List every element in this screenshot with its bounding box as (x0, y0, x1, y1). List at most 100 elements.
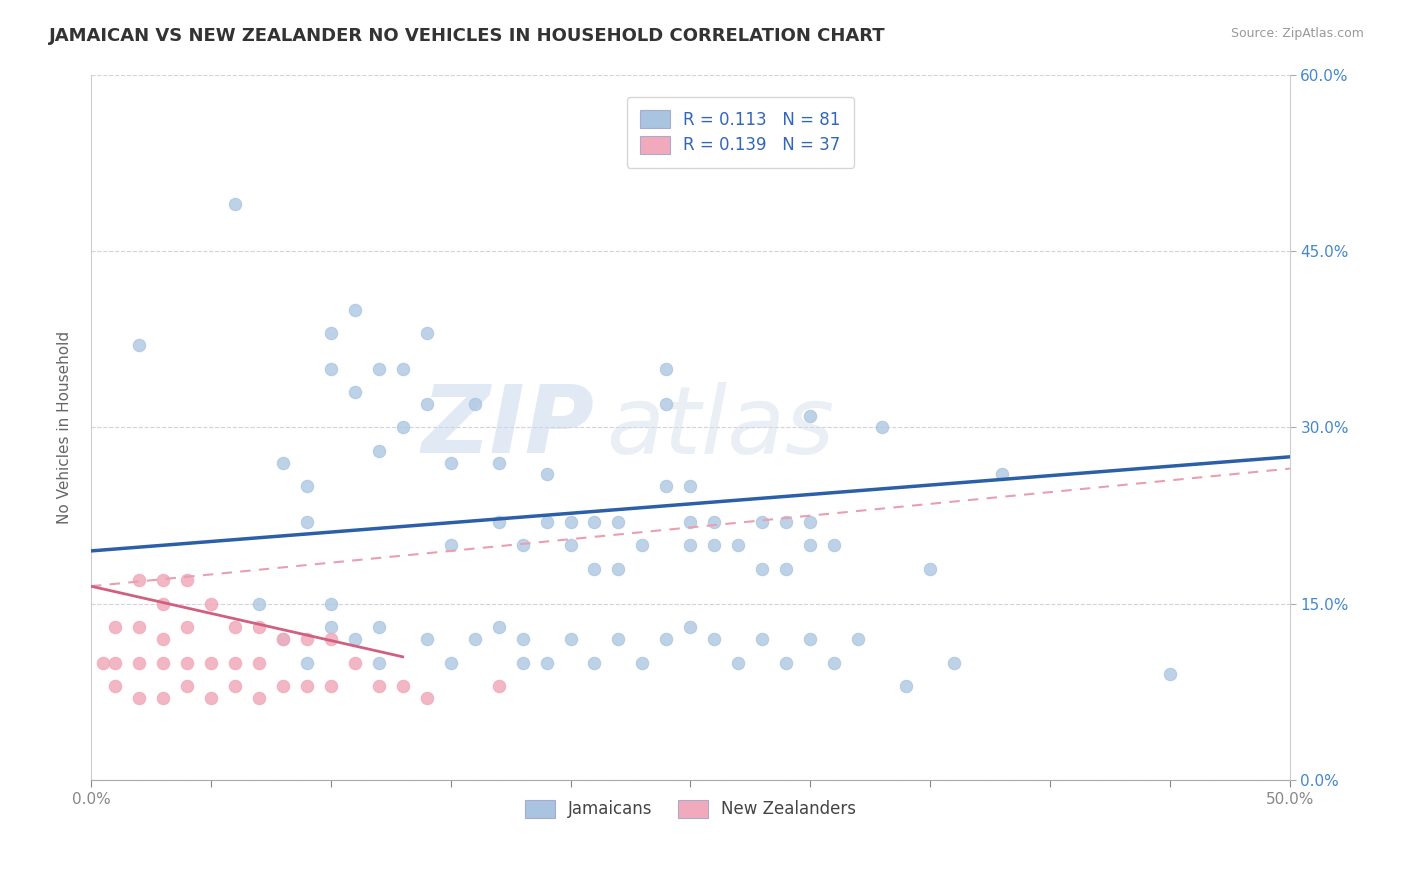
Point (295, 656, 318, 670)
Legend: Jamaicans, New Zealanders: Jamaicans, New Zealanders (519, 793, 863, 825)
Point (488, 515, 510, 529)
Text: Source: ZipAtlas.com: Source: ZipAtlas.com (1230, 27, 1364, 40)
Point (415, 690, 437, 705)
Point (751, 632, 773, 647)
Point (176, 656, 198, 670)
Point (799, 538, 821, 552)
Point (152, 690, 174, 705)
Point (679, 620, 702, 634)
Point (727, 656, 749, 670)
Point (560, 538, 582, 552)
Point (343, 302, 366, 317)
Point (391, 361, 413, 376)
Point (343, 656, 366, 670)
Point (415, 397, 437, 411)
Point (271, 679, 294, 693)
Point (391, 420, 413, 434)
Point (128, 656, 150, 670)
Point (536, 467, 558, 482)
Point (247, 597, 270, 611)
Point (560, 632, 582, 647)
Point (104, 620, 127, 634)
Point (176, 679, 198, 693)
Point (128, 620, 150, 634)
Point (152, 656, 174, 670)
Point (488, 456, 510, 470)
Point (846, 632, 869, 647)
Point (319, 679, 342, 693)
Point (295, 679, 318, 693)
Point (319, 597, 342, 611)
Point (775, 515, 797, 529)
Point (104, 656, 127, 670)
Point (703, 538, 725, 552)
Point (631, 538, 654, 552)
Point (415, 326, 437, 341)
Point (799, 409, 821, 423)
Point (224, 620, 246, 634)
Point (343, 632, 366, 647)
Point (295, 479, 318, 493)
Point (512, 656, 534, 670)
Point (488, 679, 510, 693)
Text: atlas: atlas (606, 382, 835, 473)
Point (655, 479, 678, 493)
Point (488, 620, 510, 634)
Point (655, 632, 678, 647)
Point (271, 632, 294, 647)
Point (464, 632, 486, 647)
Point (655, 397, 678, 411)
Point (799, 515, 821, 529)
Point (679, 538, 702, 552)
Point (152, 597, 174, 611)
Point (655, 361, 678, 376)
Point (271, 632, 294, 647)
Point (727, 538, 749, 552)
Point (870, 420, 893, 434)
Point (176, 620, 198, 634)
Point (391, 679, 413, 693)
Point (104, 679, 127, 693)
Point (631, 656, 654, 670)
Point (200, 656, 222, 670)
Y-axis label: No Vehicles in Household: No Vehicles in Household (58, 331, 72, 524)
Point (751, 561, 773, 575)
Point (247, 620, 270, 634)
Point (943, 656, 966, 670)
Text: JAMAICAN VS NEW ZEALANDER NO VEHICLES IN HOUSEHOLD CORRELATION CHART: JAMAICAN VS NEW ZEALANDER NO VEHICLES IN… (49, 27, 886, 45)
Point (536, 656, 558, 670)
Point (799, 632, 821, 647)
Point (367, 444, 389, 458)
Point (1159, 667, 1181, 681)
Point (152, 632, 174, 647)
Point (367, 656, 389, 670)
Point (128, 574, 150, 588)
Point (439, 456, 461, 470)
Point (823, 656, 845, 670)
Point (91, 656, 114, 670)
Point (679, 479, 702, 493)
Point (415, 632, 437, 647)
Point (152, 574, 174, 588)
Point (319, 632, 342, 647)
Point (295, 632, 318, 647)
Point (775, 561, 797, 575)
Point (583, 515, 606, 529)
Point (319, 620, 342, 634)
Point (583, 656, 606, 670)
Point (200, 597, 222, 611)
Point (920, 561, 942, 575)
Point (464, 397, 486, 411)
Point (224, 197, 246, 211)
Text: ZIP: ZIP (422, 382, 595, 474)
Point (607, 632, 630, 647)
Point (560, 515, 582, 529)
Point (319, 326, 342, 341)
Point (775, 656, 797, 670)
Point (367, 679, 389, 693)
Point (703, 515, 725, 529)
Point (607, 561, 630, 575)
Point (247, 690, 270, 705)
Point (703, 632, 725, 647)
Point (823, 538, 845, 552)
